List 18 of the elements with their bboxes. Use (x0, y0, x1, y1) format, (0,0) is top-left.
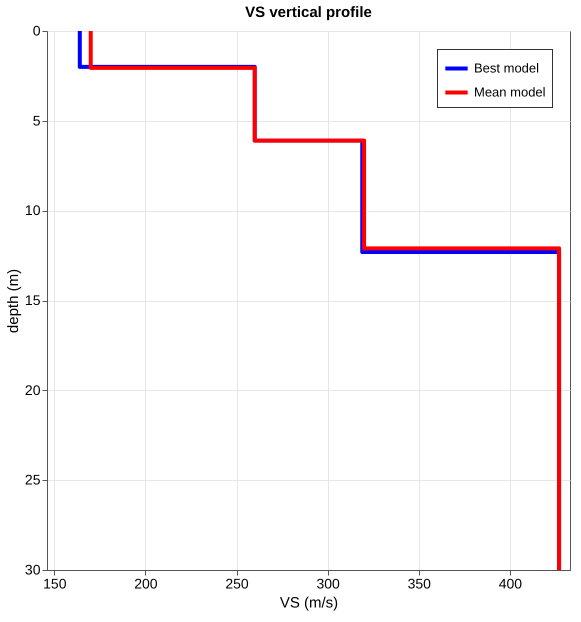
y-tick-label: 0 (32, 22, 41, 38)
x-tick-label: 400 (498, 576, 522, 592)
y-tick-label: 5 (32, 112, 41, 128)
chart-title: VS vertical profile (245, 4, 372, 21)
y-tick-label: 20 (24, 382, 41, 398)
x-tick-label: 200 (134, 576, 158, 592)
y-tick-label: 10 (24, 202, 41, 218)
x-tick-label: 250 (225, 576, 249, 592)
x-axis-title: VS (m/s) (280, 594, 338, 612)
x-tick-label: 350 (408, 576, 432, 592)
x-tick-label: 300 (316, 576, 340, 592)
x-tick-label: 150 (43, 576, 67, 592)
legend-label: Mean model (474, 84, 546, 100)
y-axis-title: depth (m) (4, 268, 22, 334)
y-tick-label: 25 (24, 472, 41, 488)
y-tick-label: 15 (24, 292, 41, 308)
legend-label: Best model (474, 60, 540, 76)
y-tick-label: 30 (24, 562, 41, 578)
